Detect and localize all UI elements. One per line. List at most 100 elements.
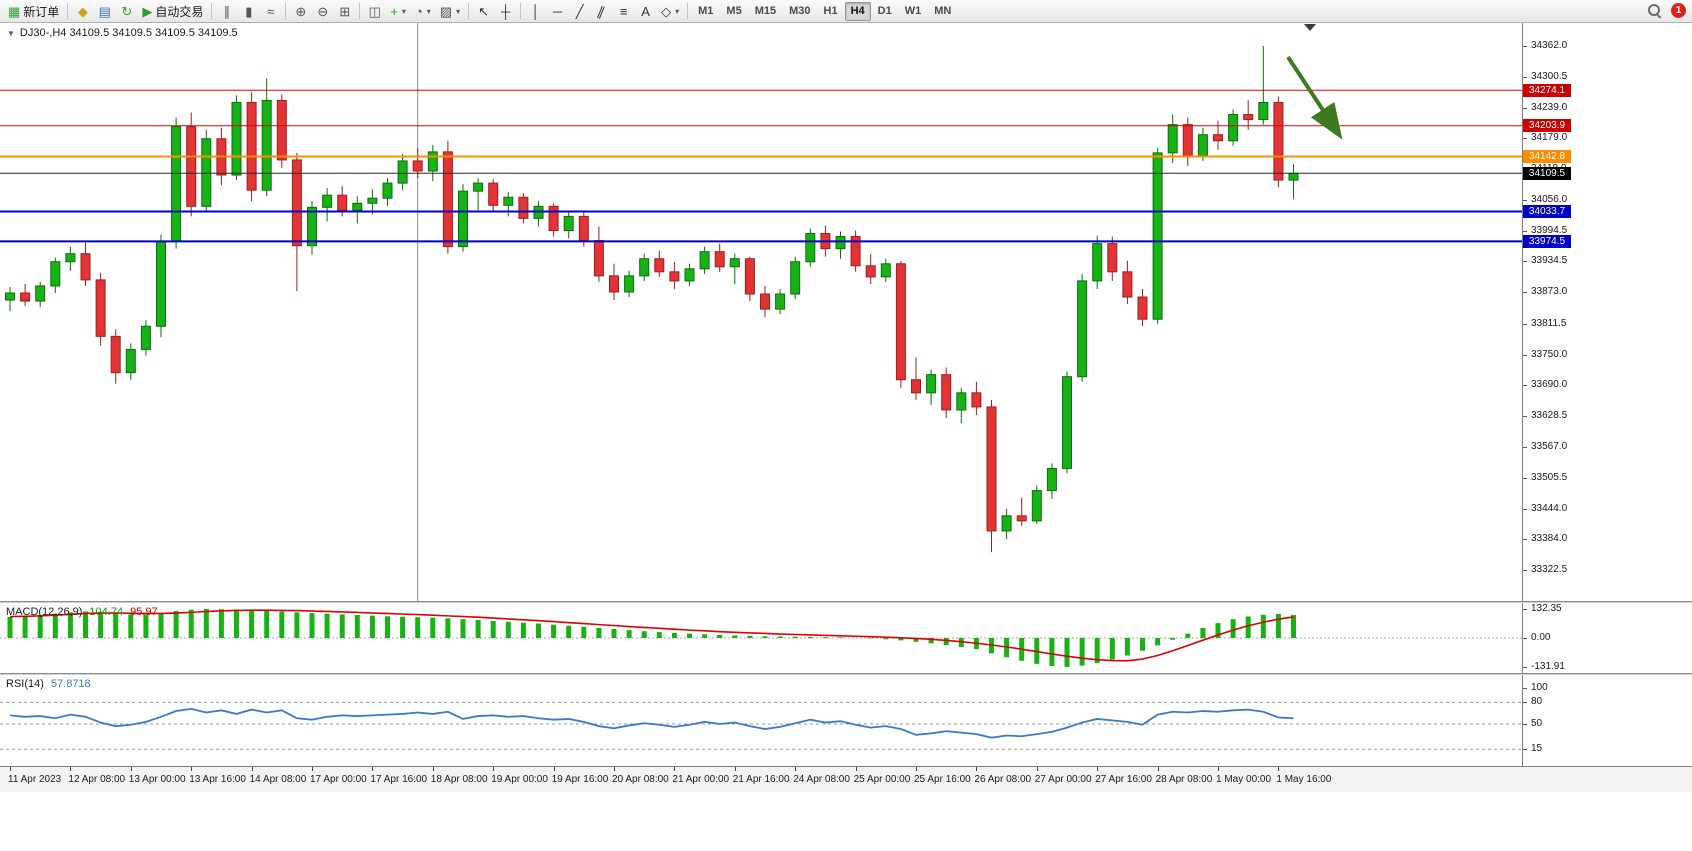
chevron-down-icon: ▾ bbox=[426, 6, 431, 16]
panel-separator[interactable] bbox=[0, 673, 1692, 675]
candle bbox=[488, 179, 499, 212]
candle bbox=[533, 201, 544, 227]
time-axis-label: 21 Apr 00:00 bbox=[672, 774, 730, 785]
candle bbox=[291, 152, 302, 291]
candle bbox=[805, 228, 816, 267]
time-axis[interactable]: 11 Apr 2023 12 Apr 08:00 13 Apr 00:00 13 Ap… bbox=[0, 766, 1692, 792]
text-button[interactable]: A bbox=[635, 2, 656, 21]
fibonacci-button[interactable]: ≡ bbox=[613, 2, 634, 21]
rsi-axis-label: 50 bbox=[1531, 718, 1543, 729]
macd-panel-canvas[interactable] bbox=[0, 603, 1522, 673]
price-axis-label: 33873.0 bbox=[1531, 286, 1568, 298]
tile-windows-button[interactable]: ⊞ bbox=[334, 2, 355, 21]
time-axis-label: 25 Apr 16:00 bbox=[914, 774, 971, 785]
price-axis-tick bbox=[1523, 292, 1527, 294]
candle bbox=[609, 263, 619, 301]
trendline-button[interactable]: ╱ bbox=[569, 2, 590, 21]
candle bbox=[322, 188, 333, 222]
search-icon[interactable] bbox=[1647, 3, 1662, 18]
horizontal-line-button[interactable]: ─ bbox=[547, 2, 568, 21]
macd-signal-value: 95.97 bbox=[130, 606, 158, 618]
timeframe-button-m30[interactable]: M30 bbox=[789, 5, 811, 17]
candle bbox=[654, 250, 665, 277]
charts-grid-button[interactable]: ◫ bbox=[364, 2, 385, 21]
macd-title-label: MACD(12,26,9) bbox=[6, 606, 83, 618]
auto-trading-button[interactable]: ▶ 自动交易 bbox=[138, 2, 207, 21]
price-axis-tick bbox=[1523, 570, 1527, 571]
time-axis-tick bbox=[10, 767, 11, 771]
arrow-annotation[interactable] bbox=[1286, 55, 1343, 140]
candle bbox=[639, 253, 650, 281]
timeframe-button-h4[interactable]: H4 bbox=[844, 1, 871, 21]
candle bbox=[442, 140, 453, 254]
price-axis-tick bbox=[1523, 231, 1527, 233]
timeframe-button-w1[interactable]: W1 bbox=[904, 5, 922, 17]
time-axis-label: 13 Apr 00:00 bbox=[128, 774, 186, 785]
timeframe-button-d1[interactable]: D1 bbox=[877, 5, 892, 17]
time-axis-label: 17 Apr 16:00 bbox=[370, 774, 428, 785]
line-chart-button[interactable]: ≈ bbox=[260, 2, 281, 21]
time-axis-label: 18 Apr 08:00 bbox=[430, 774, 488, 785]
candle bbox=[246, 92, 257, 202]
tile-windows-icon: ⊞ bbox=[339, 3, 351, 19]
profiles-button[interactable]: ◆ bbox=[72, 2, 93, 21]
timeframe-button-mn[interactable]: MN bbox=[934, 5, 952, 17]
price-axis-label: 34362.0 bbox=[1531, 40, 1568, 51]
price-axis-tick bbox=[1523, 384, 1527, 386]
collapse-chart-icon[interactable]: ▼ bbox=[7, 28, 15, 38]
price-axis-tick bbox=[1523, 354, 1527, 356]
candle bbox=[895, 260, 906, 388]
price-axis[interactable]: 34362.034300.534239.034179.034118.034056… bbox=[1522, 23, 1692, 766]
main-chart-canvas[interactable] bbox=[0, 23, 1522, 601]
candle bbox=[714, 243, 725, 272]
candle bbox=[80, 242, 91, 286]
templates-button[interactable]: ▨ ▾ bbox=[436, 2, 464, 21]
chart-window: 34362.034300.534239.034179.034118.034056… bbox=[0, 23, 1692, 792]
candle bbox=[382, 178, 393, 207]
toolbar-separator bbox=[687, 3, 689, 19]
time-axis-label: 24 Apr 08:00 bbox=[793, 774, 850, 785]
timeframe-button-m5[interactable]: M5 bbox=[726, 5, 742, 17]
time-axis-label: 26 Apr 08:00 bbox=[974, 774, 1032, 785]
candle bbox=[5, 286, 15, 312]
refresh-button[interactable]: ↻ bbox=[116, 2, 137, 21]
time-axis-tick bbox=[1036, 767, 1038, 771]
chart-shift-marker-icon[interactable] bbox=[1304, 24, 1316, 31]
panel-separator[interactable] bbox=[0, 601, 1692, 603]
candle bbox=[986, 399, 997, 553]
notification-badge[interactable]: 1 bbox=[1671, 3, 1686, 18]
timeframe-button-m1[interactable]: M1 bbox=[698, 5, 714, 17]
candle bbox=[201, 129, 212, 212]
price-badge: 33974.5 bbox=[1523, 234, 1571, 248]
time-axis-tick bbox=[1218, 767, 1219, 771]
zoom-in-icon: ⊕ bbox=[295, 3, 307, 19]
market-watch-button[interactable]: ▤ bbox=[94, 2, 115, 21]
toolbar-right-group: 1 bbox=[1647, 3, 1686, 18]
rsi-panel-canvas[interactable] bbox=[0, 675, 1522, 766]
macd-axis-tick bbox=[1523, 638, 1527, 639]
zoom-in-button[interactable]: ⊕ bbox=[290, 2, 311, 21]
time-axis-label: 14 Apr 08:00 bbox=[249, 774, 307, 785]
arrows-button[interactable]: ◇ ▾ bbox=[657, 2, 683, 21]
bar-chart-button[interactable]: ∥ bbox=[216, 2, 237, 21]
timeframe-button-m15[interactable]: M15 bbox=[754, 5, 777, 17]
zoom-out-button[interactable]: ⊖ bbox=[312, 2, 333, 21]
periods-button[interactable]: ◔ ▾ bbox=[411, 2, 435, 21]
periods-icon: ◔ bbox=[414, 3, 423, 19]
crosshair-button[interactable]: ┼ bbox=[495, 2, 516, 21]
rsi-axis-label: 100 bbox=[1531, 682, 1548, 693]
price-badge: 34142.8 bbox=[1523, 149, 1571, 163]
candle bbox=[760, 285, 770, 318]
indicators-button[interactable]: + ▾ bbox=[386, 2, 410, 21]
vertical-line-button[interactable]: │ bbox=[525, 2, 546, 21]
candle bbox=[1243, 100, 1254, 130]
candlestick-chart-button[interactable]: ▮ bbox=[238, 2, 259, 21]
horizontal-line-icon: ─ bbox=[553, 3, 563, 19]
new-order-button[interactable]: ▦ 新订单 bbox=[4, 2, 63, 21]
channel-button[interactable]: ∥ bbox=[591, 2, 612, 21]
time-axis-tick bbox=[795, 767, 797, 771]
auto-trading-icon: ▶ bbox=[142, 3, 153, 19]
price-axis-label: 33505.5 bbox=[1531, 471, 1568, 483]
cursor-button[interactable]: ↖ bbox=[473, 2, 494, 21]
timeframe-button-h1[interactable]: H1 bbox=[823, 5, 838, 17]
